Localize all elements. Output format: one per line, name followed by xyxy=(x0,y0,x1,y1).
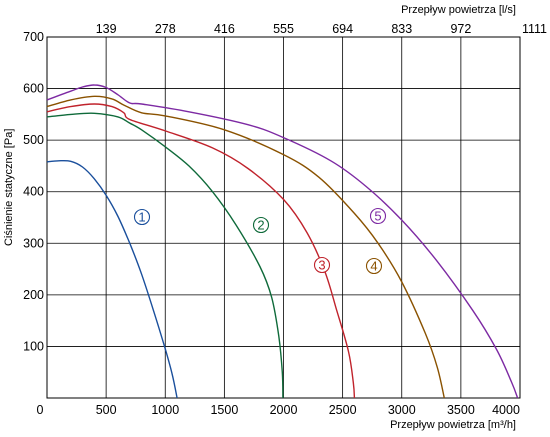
x-tick-label: 1500 xyxy=(210,403,238,417)
series-marker-circle xyxy=(369,207,387,225)
x2-tick-label: 972 xyxy=(450,22,471,36)
series-marker-5: 5 xyxy=(369,207,387,225)
x2-tick-label: 139 xyxy=(96,22,117,36)
series-marker-label: 5 xyxy=(374,209,381,224)
x-tick-label: 500 xyxy=(96,403,117,417)
series-line-1 xyxy=(46,159,178,399)
x-tick-label: 2000 xyxy=(270,403,298,417)
plot-frame xyxy=(46,36,521,399)
series-marker-label: 1 xyxy=(138,210,145,225)
x-tick-label: 4000 xyxy=(492,403,520,417)
x-axis-title: Przepływ powietrza [m³/h] xyxy=(390,419,516,431)
series-markers: 1 2 3 4 5 xyxy=(133,207,387,275)
x2-tick-label: 416 xyxy=(214,22,235,36)
y-tick-label: 200 xyxy=(23,288,44,302)
series-marker-circle xyxy=(313,256,331,274)
series-marker-3: 3 xyxy=(313,256,331,274)
series-line-3 xyxy=(46,103,356,399)
y-tick-label: 300 xyxy=(23,236,44,250)
x-tick-label: 2500 xyxy=(329,403,357,417)
series-marker-1: 1 xyxy=(133,208,151,226)
series-line-5 xyxy=(46,84,519,399)
x-tick-label: 3500 xyxy=(447,403,475,417)
x-tick-label: 1000 xyxy=(151,403,179,417)
series-marker-circle xyxy=(365,257,383,275)
series-layer xyxy=(46,84,519,399)
y-tick-label: 600 xyxy=(23,82,44,96)
y-tick-label: 100 xyxy=(23,339,44,353)
series-marker-4: 4 xyxy=(365,257,383,275)
x2-tick-label: 555 xyxy=(273,22,294,36)
series-marker-circle xyxy=(252,216,270,234)
x-tick-label: 3000 xyxy=(388,403,416,417)
x-tick-label: 0 xyxy=(37,403,44,417)
y-tick-label: 700 xyxy=(23,30,44,44)
grid xyxy=(47,37,520,398)
x2-tick-label: 1111 xyxy=(522,22,547,36)
series-marker-circle xyxy=(133,208,151,226)
series-marker-2: 2 xyxy=(252,216,270,234)
series-line-2 xyxy=(46,112,284,399)
series-marker-label: 4 xyxy=(370,259,377,274)
x2-tick-label: 694 xyxy=(332,22,353,36)
y-tick-label: 400 xyxy=(23,185,44,199)
x2-tick-label: 278 xyxy=(155,22,176,36)
series-marker-label: 3 xyxy=(318,258,325,273)
y-axis-title: Ciśnienie statyczne [Pa] xyxy=(3,129,15,246)
series-line-4 xyxy=(46,95,445,399)
series-marker-label: 2 xyxy=(257,218,264,233)
x2-tick-label: 833 xyxy=(391,22,412,36)
y-tick-label: 500 xyxy=(23,133,44,147)
x2-axis-title: Przepływ powietrza [l/s] xyxy=(401,4,516,16)
